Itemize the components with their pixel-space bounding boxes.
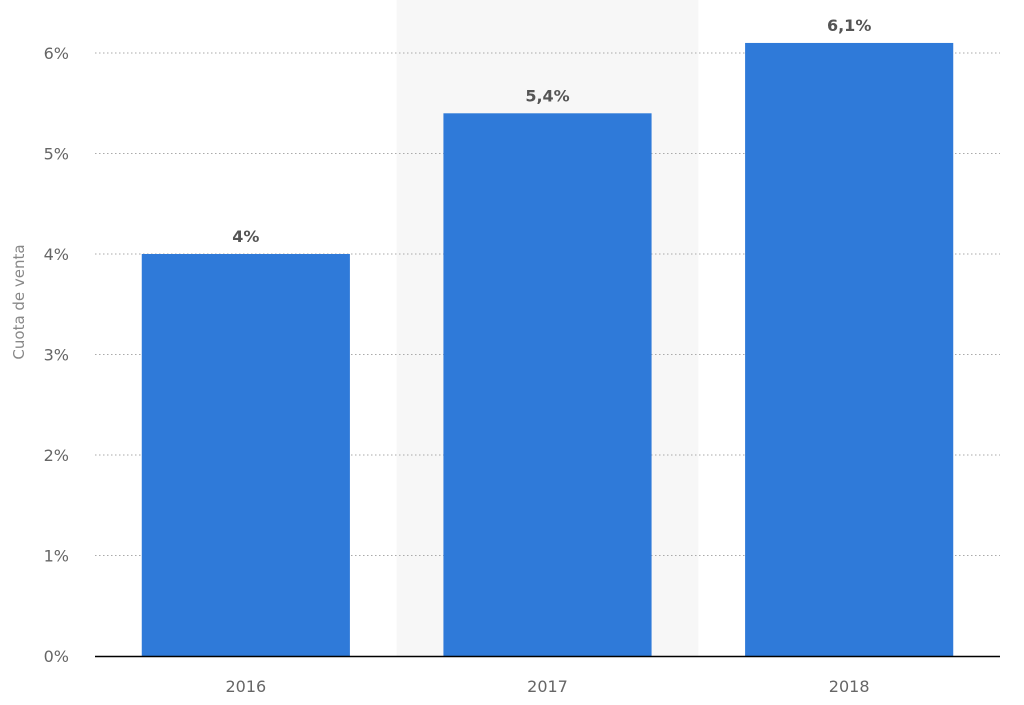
x-tick-label-2016: 2016 xyxy=(225,677,266,696)
y-tick-label: 6% xyxy=(44,44,69,63)
bar-2017 xyxy=(443,113,652,657)
y-tick-label: 4% xyxy=(44,245,69,264)
x-tick-labels: 2016 2017 2018 xyxy=(225,677,869,696)
value-labels: 4% 5,4% 6,1% xyxy=(232,16,871,246)
bars xyxy=(141,42,954,657)
bar-2018 xyxy=(745,42,954,656)
y-tick-label: 3% xyxy=(44,346,69,365)
y-axis-title: Cuota de venta xyxy=(10,244,28,359)
x-tick-label-2018: 2018 xyxy=(829,677,870,696)
value-label-2018: 6,1% xyxy=(827,16,871,35)
y-tick-label: 5% xyxy=(44,145,69,164)
y-tick-labels: 0% 1% 2% 3% 4% 5% 6% xyxy=(44,44,69,666)
y-tick-label: 0% xyxy=(44,647,69,666)
bar-2016 xyxy=(141,254,350,656)
value-label-2017: 5,4% xyxy=(525,86,569,105)
value-label-2016: 4% xyxy=(232,227,259,246)
y-tick-label: 2% xyxy=(44,446,69,465)
y-tick-label: 1% xyxy=(44,547,69,566)
x-tick-label-2017: 2017 xyxy=(527,677,568,696)
